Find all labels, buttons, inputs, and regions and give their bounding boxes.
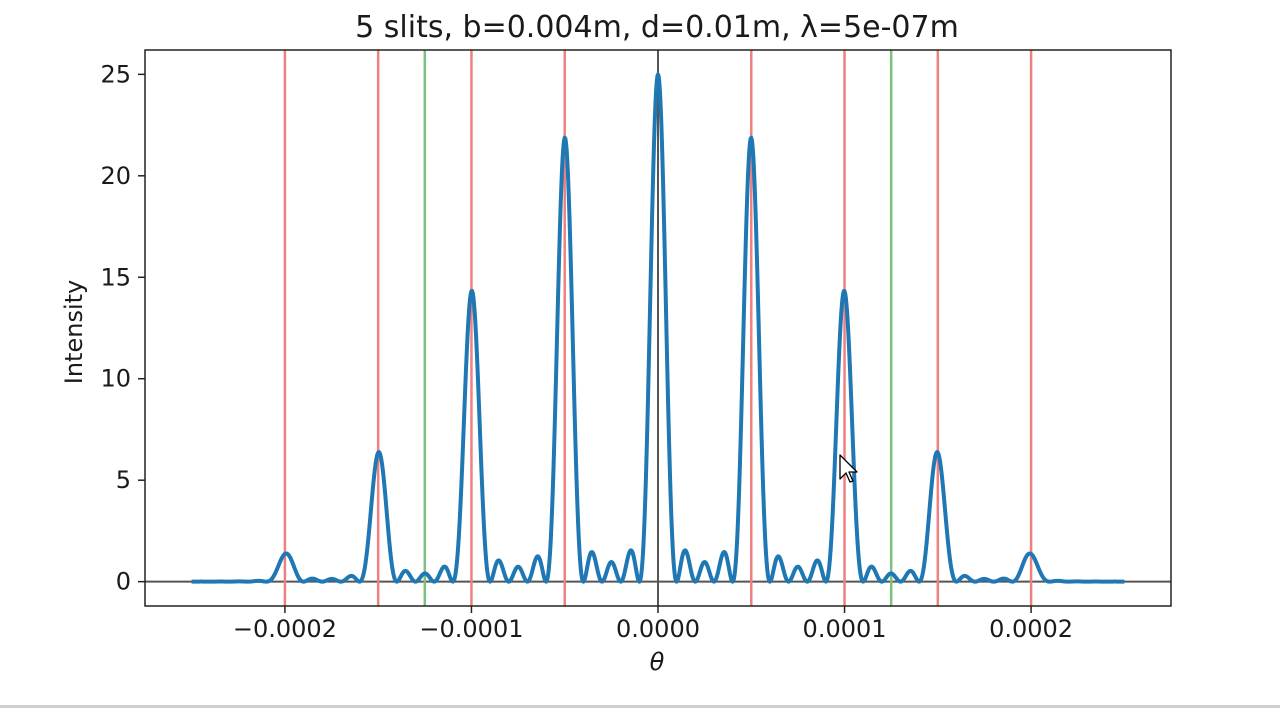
x-tick-label: 0.0000 xyxy=(616,615,700,643)
x-tick-label: −0.0001 xyxy=(419,615,523,643)
y-tick-label: 20 xyxy=(100,162,131,190)
curve-layer xyxy=(190,72,1126,584)
intensity-series-line xyxy=(190,72,1126,584)
y-ticks: 0 5 10 15 20 25 xyxy=(100,60,145,596)
bottom-divider xyxy=(0,705,1280,708)
x-tick-label: −0.0002 xyxy=(233,615,337,643)
y-tick-label: 25 xyxy=(100,60,131,88)
y-tick-label: 5 xyxy=(116,466,131,494)
y-tick-label: 15 xyxy=(100,263,131,291)
y-axis-label: Intensity xyxy=(60,280,88,384)
x-ticks: −0.0002 −0.0001 0.0000 0.0001 0.0002 xyxy=(233,606,1073,643)
y-tick-label: 0 xyxy=(116,568,131,596)
mouse-pointer-icon xyxy=(839,454,858,483)
chart-title: 5 slits, b=0.004m, d=0.01m, λ=5e-07m xyxy=(355,10,959,45)
y-tick-label: 10 xyxy=(100,365,131,393)
x-tick-label: 0.0002 xyxy=(989,615,1073,643)
x-tick-label: 0.0001 xyxy=(803,615,887,643)
plot-frame xyxy=(144,49,1172,607)
x-axis-label: θ xyxy=(650,648,665,676)
